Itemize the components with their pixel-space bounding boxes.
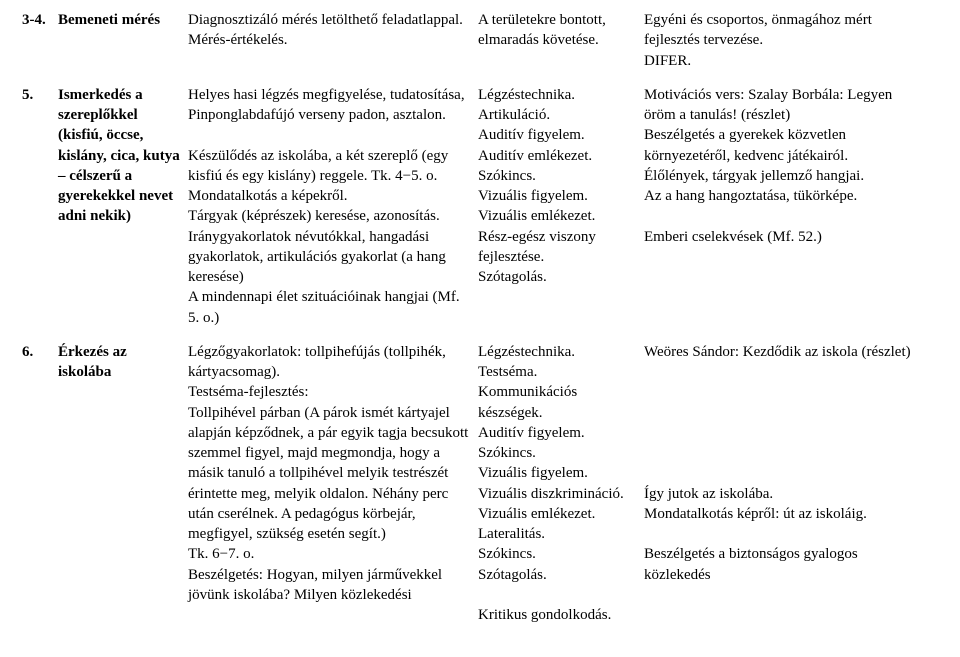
table-body: 3-4.Bemeneti mérésDiagnosztizáló mérés l… <box>22 10 932 639</box>
row-number: 6. <box>22 342 58 640</box>
row-number: 3-4. <box>22 10 58 85</box>
row-number: 5. <box>22 85 58 342</box>
row-activity: Helyes hasi légzés megfigyelése, tudatos… <box>188 85 478 342</box>
curriculum-table: 3-4.Bemeneti mérésDiagnosztizáló mérés l… <box>22 10 932 639</box>
row-note: Motivációs vers: Szalay Borbála: Legyen … <box>644 85 932 342</box>
table-row: 6.Érkezés az iskolábaLégzőgyakorlatok: t… <box>22 342 932 640</box>
row-activity: Diagnosztizáló mérés letölthető feladatl… <box>188 10 478 85</box>
row-skill: Légzéstechnika.Artikuláció.Auditív figye… <box>478 85 644 342</box>
row-topic: Ismerkedés a szereplőkkel (kisfiú, öccse… <box>58 85 188 342</box>
page: 3-4.Bemeneti mérésDiagnosztizáló mérés l… <box>0 0 960 657</box>
table-row: 3-4.Bemeneti mérésDiagnosztizáló mérés l… <box>22 10 932 85</box>
table-row: 5.Ismerkedés a szereplőkkel (kisfiú, öcc… <box>22 85 932 342</box>
row-note: Egyéni és csoportos, önmagához mért fejl… <box>644 10 932 85</box>
row-topic: Érkezés az iskolába <box>58 342 188 640</box>
row-topic: Bemeneti mérés <box>58 10 188 85</box>
row-skill: A területekre bontott, elmaradás követés… <box>478 10 644 85</box>
row-activity: Légzőgyakorlatok: tollpihefújás (tollpih… <box>188 342 478 640</box>
row-skill: Légzéstechnika.Testséma.Kommunikációs ké… <box>478 342 644 640</box>
row-note: Weöres Sándor: Kezdődik az iskola (részl… <box>644 342 932 640</box>
